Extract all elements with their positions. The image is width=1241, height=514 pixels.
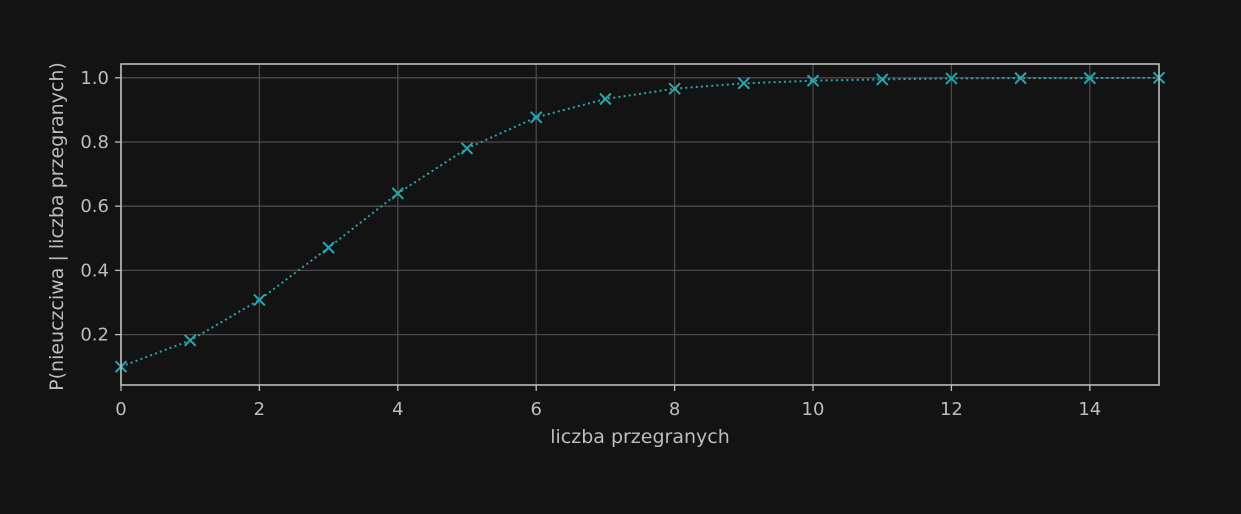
- series-line: [120, 76, 1160, 368]
- x-marker: [806, 74, 820, 87]
- x-marker-stroke: [1083, 71, 1097, 85]
- x-marker: [183, 334, 197, 347]
- x-marker: [1083, 71, 1097, 85]
- x-marker-stroke: [599, 92, 612, 106]
- series-line-layer: [120, 76, 1160, 368]
- x-marker-stroke: [668, 82, 681, 95]
- y-tick-label: 0.4: [80, 260, 109, 281]
- x-marker-stroke: [529, 111, 543, 124]
- x-marker-stroke: [1014, 71, 1027, 85]
- y-tick-label: 0.8: [80, 132, 109, 153]
- x-marker-stroke: [391, 187, 405, 200]
- x-marker: [253, 293, 266, 307]
- x-marker: [875, 73, 889, 86]
- x-marker-stroke: [806, 74, 820, 87]
- x-tick-label: 0: [115, 399, 126, 420]
- y-tick-label: 1.0: [80, 68, 109, 89]
- x-marker-stroke: [737, 77, 751, 90]
- x-tick-label: 10: [802, 399, 825, 420]
- x-marker-stroke: [460, 142, 474, 155]
- x-tick-label: 12: [940, 399, 963, 420]
- y-tick-label: 0.6: [80, 196, 109, 217]
- x-marker-stroke: [945, 72, 958, 85]
- x-tick-label: 2: [254, 399, 265, 420]
- x-marker-stroke: [183, 334, 197, 347]
- x-tick-label: 14: [1078, 399, 1101, 420]
- x-marker: [1014, 71, 1027, 85]
- x-marker: [737, 77, 751, 90]
- grid-lines: [120, 64, 1159, 385]
- x-marker: [668, 82, 681, 95]
- x-marker: [599, 92, 612, 106]
- axis-ticks: 0 2 4 6 8 10 12 14 0.2 0.4 0.6 0.8 1.0: [80, 68, 1101, 420]
- x-marker: [460, 142, 474, 155]
- x-tick-label: 6: [530, 399, 541, 420]
- x-marker-stroke: [253, 293, 266, 307]
- x-marker: [322, 241, 335, 254]
- x-marker: [945, 72, 958, 85]
- x-marker: [391, 187, 405, 200]
- y-axis-label: P(nieuczciwa | liczba przegranych): [46, 62, 68, 391]
- x-marker-stroke: [875, 73, 889, 86]
- x-axis-label: liczba przegranych: [550, 426, 730, 448]
- x-marker-stroke: [322, 241, 335, 254]
- x-marker: [529, 111, 543, 124]
- x-tick-label: 4: [392, 399, 403, 420]
- y-tick-label: 0.2: [80, 325, 109, 346]
- data-markers: [114, 71, 1166, 373]
- x-tick-label: 8: [669, 399, 680, 420]
- plot-area-frame: [120, 63, 1160, 386]
